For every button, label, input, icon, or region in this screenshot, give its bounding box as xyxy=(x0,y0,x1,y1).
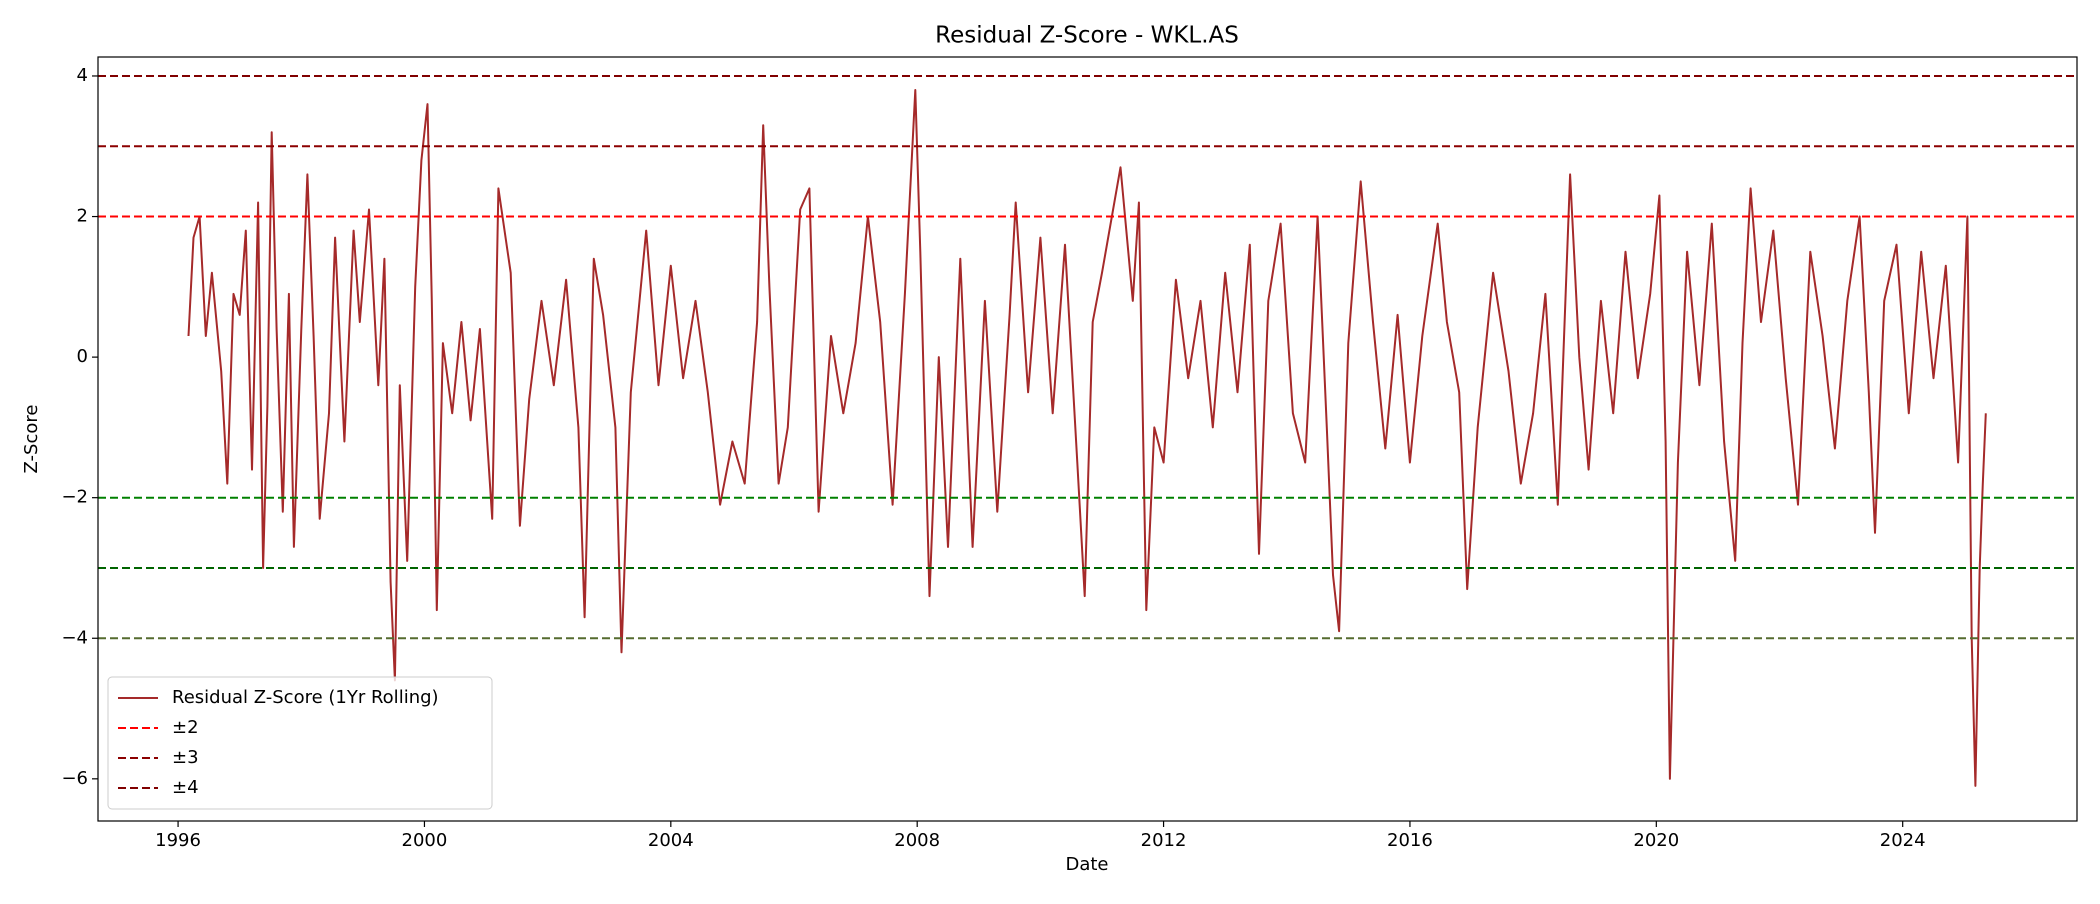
legend-label: ±3 xyxy=(172,747,199,768)
x-axis-label: Date xyxy=(1065,854,1108,875)
legend-label: Residual Z-Score (1Yr Rolling) xyxy=(172,687,439,708)
y-tick-label: 0 xyxy=(77,346,88,367)
chart-title: Residual Z-Score - WKL.AS xyxy=(935,23,1239,49)
x-tick-label: 2004 xyxy=(648,830,694,851)
x-tick-label: 2008 xyxy=(894,830,940,851)
legend-label: ±2 xyxy=(172,717,199,738)
y-tick-label: −4 xyxy=(61,627,88,648)
y-tick-label: −6 xyxy=(61,768,88,789)
x-tick-label: 2012 xyxy=(1141,830,1187,851)
legend-label: ±4 xyxy=(172,777,199,798)
x-tick-label: 2024 xyxy=(1880,830,1926,851)
y-tick-label: 4 xyxy=(77,65,88,86)
x-tick-label: 2016 xyxy=(1387,830,1433,851)
plot-frame xyxy=(97,56,2078,822)
series-line xyxy=(187,89,1987,787)
x-tick-label: 2020 xyxy=(1633,830,1679,851)
legend-box xyxy=(107,676,493,810)
y-axis-label: Z-Score xyxy=(21,405,42,474)
y-tick-label: −2 xyxy=(61,487,88,508)
x-tick-label: 1996 xyxy=(155,830,201,851)
y-tick-label: 2 xyxy=(77,206,88,227)
x-tick-label: 2000 xyxy=(402,830,448,851)
